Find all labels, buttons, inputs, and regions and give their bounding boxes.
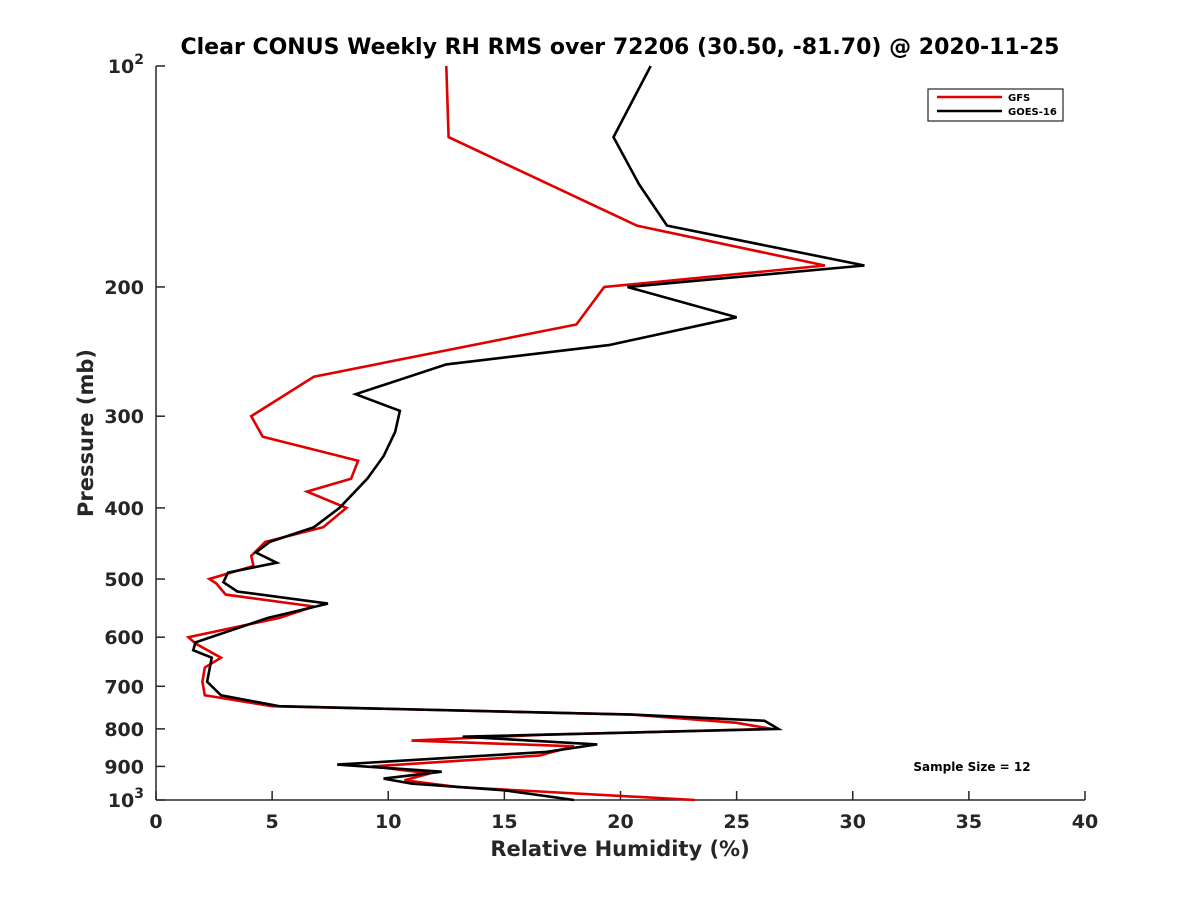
series-line-goes-16 [191,65,865,802]
x-tick-label: 35 [956,811,982,833]
axes: 0 5 10 15 20 25 30 35 40 102 200 300 400 500 600 700 800… [104,52,1098,833]
y-tick-label: 800 [104,719,144,741]
legend: GFS GOES-16 [927,88,1064,122]
y-tick-label: 900 [104,756,144,778]
x-tick-label: 40 [1072,811,1098,833]
plot-area [156,66,1085,800]
sample-size-annotation: Sample Size = 12 [913,760,1030,774]
x-tick-label: 30 [840,811,866,833]
x-tick-label: 25 [723,811,749,833]
y-tick-label: 300 [104,406,144,428]
chart-title: Clear CONUS Weekly RH RMS over 72206 (30… [181,35,1060,60]
legend-box [927,88,1064,122]
legend-label: GFS [1008,93,1030,104]
y-tick-label: 700 [104,676,144,698]
plot-background [156,66,1085,800]
y-tick-label: 600 [104,627,144,649]
legend-label: GOES-16 [1008,107,1057,118]
y-tick-label: 102 [108,52,144,78]
x-tick-label: 10 [375,811,401,833]
y-tick-label: 500 [104,569,144,591]
y-tick-label: 103 [108,786,144,812]
x-tick-label: 15 [491,811,517,833]
y-tick-label: 400 [104,498,144,520]
x-tick-label: 20 [607,811,633,833]
x-axis-label: Relative Humidity (%) [490,837,749,861]
y-axis-label: Pressure (mb) [74,349,98,517]
series-layer [185,65,865,802]
x-tick-label: 0 [149,811,162,833]
x-tick-label: 5 [266,811,279,833]
y-tick-label: 200 [104,277,144,299]
